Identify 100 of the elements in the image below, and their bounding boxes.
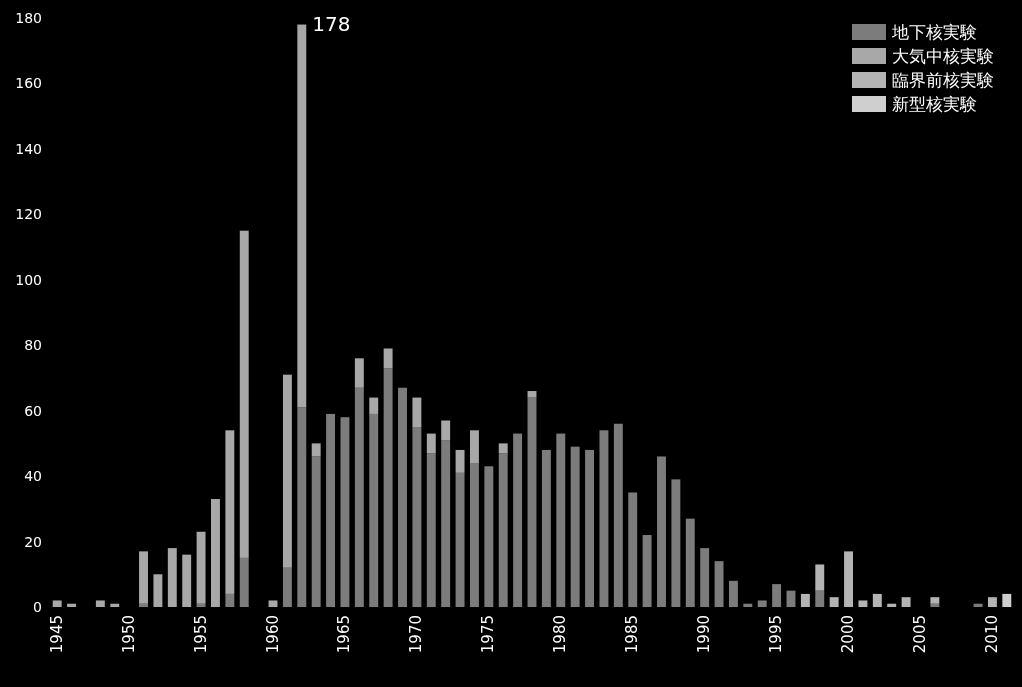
- bar: [599, 430, 609, 607]
- total-label: 178: [312, 11, 351, 36]
- bar: [469, 430, 479, 464]
- x-tick-label: 1975: [479, 615, 498, 654]
- bar: [225, 430, 235, 594]
- bar: [844, 551, 853, 607]
- bar: [800, 593, 810, 607]
- bar: [657, 456, 666, 607]
- x-tick-label: 2010: [982, 615, 1001, 654]
- x-tick-label: 1990: [695, 615, 714, 654]
- y-tick-label: 40: [24, 468, 42, 485]
- bar: [455, 449, 465, 473]
- bar: [383, 348, 393, 369]
- bar: [354, 358, 364, 388]
- bar: [901, 597, 911, 607]
- y-tick-label: 180: [15, 10, 42, 26]
- bar: [52, 600, 62, 607]
- bar: [297, 24, 307, 408]
- bar: [95, 600, 105, 607]
- bar: [498, 443, 508, 454]
- bar: [196, 603, 206, 607]
- bar: [570, 446, 580, 607]
- bar: [139, 603, 148, 607]
- bar: [110, 603, 120, 607]
- bar: [455, 472, 465, 607]
- bar: [211, 499, 220, 607]
- bar: [369, 413, 379, 607]
- bar: [714, 561, 724, 607]
- x-tick-label: 1960: [263, 615, 282, 654]
- y-tick-label: 100: [15, 271, 42, 288]
- bar: [441, 420, 451, 441]
- bar: [153, 574, 163, 607]
- bar: [527, 397, 537, 607]
- bar: [613, 423, 623, 607]
- y-tick-label: 60: [24, 402, 42, 419]
- bar: [527, 391, 537, 398]
- x-tick-label: 1950: [119, 615, 138, 654]
- legend-label: 臨界前核実験: [892, 70, 994, 90]
- bar: [628, 492, 638, 607]
- x-tick-label: 1955: [191, 615, 210, 654]
- y-tick-label: 120: [15, 206, 42, 223]
- bar: [887, 603, 897, 607]
- bar: [311, 443, 321, 457]
- bar: [441, 440, 451, 607]
- bar: [700, 548, 710, 607]
- bar: [326, 413, 336, 607]
- bar: [282, 567, 292, 607]
- bar: [728, 580, 738, 607]
- bar: [671, 479, 681, 607]
- x-tick-label: 2005: [910, 615, 929, 654]
- x-tick-label: 1980: [551, 615, 570, 654]
- x-tick-label: 1945: [47, 615, 66, 654]
- bar: [829, 597, 839, 607]
- bar: [987, 597, 997, 607]
- bar: [541, 449, 551, 607]
- bar: [743, 603, 753, 607]
- bar: [815, 590, 825, 607]
- bar: [412, 427, 422, 607]
- y-tick-label: 0: [33, 599, 42, 615]
- bar: [513, 433, 523, 607]
- bar: [772, 584, 782, 607]
- x-tick-label: 1995: [767, 615, 786, 654]
- bar: [398, 387, 407, 607]
- bar: [239, 557, 249, 607]
- y-tick-label: 160: [15, 75, 42, 92]
- x-tick-label: 1965: [335, 615, 354, 654]
- bar: [426, 433, 436, 454]
- bar: [930, 597, 940, 604]
- legend-label: 地下核実験: [891, 22, 977, 42]
- bar: [354, 387, 364, 607]
- bar: [685, 518, 695, 607]
- bar: [311, 456, 321, 607]
- bar: [757, 600, 767, 607]
- bar: [282, 374, 292, 568]
- bar: [858, 600, 868, 607]
- bar: [469, 463, 479, 607]
- legend-label: 大気中核実験: [892, 46, 994, 66]
- bar: [872, 593, 882, 607]
- bar: [297, 407, 307, 607]
- x-tick-label: 1970: [407, 615, 426, 654]
- x-tick-label: 2000: [839, 615, 858, 654]
- y-tick-label: 140: [15, 140, 42, 157]
- y-tick-label: 80: [24, 337, 42, 354]
- bar: [383, 368, 393, 607]
- bar: [498, 453, 508, 607]
- bar: [556, 433, 566, 607]
- bar: [585, 449, 595, 607]
- bar: [369, 397, 379, 414]
- bar: [815, 564, 825, 591]
- bar: [642, 535, 652, 607]
- bar: [225, 593, 235, 607]
- bar: [930, 603, 940, 607]
- bar: [268, 600, 278, 607]
- legend-label: 新型核実験: [892, 94, 977, 114]
- bar: [182, 554, 192, 607]
- bar: [239, 230, 249, 558]
- bar: [196, 531, 206, 604]
- bar: [484, 466, 494, 607]
- y-tick-label: 20: [24, 533, 42, 550]
- bar: [412, 397, 422, 428]
